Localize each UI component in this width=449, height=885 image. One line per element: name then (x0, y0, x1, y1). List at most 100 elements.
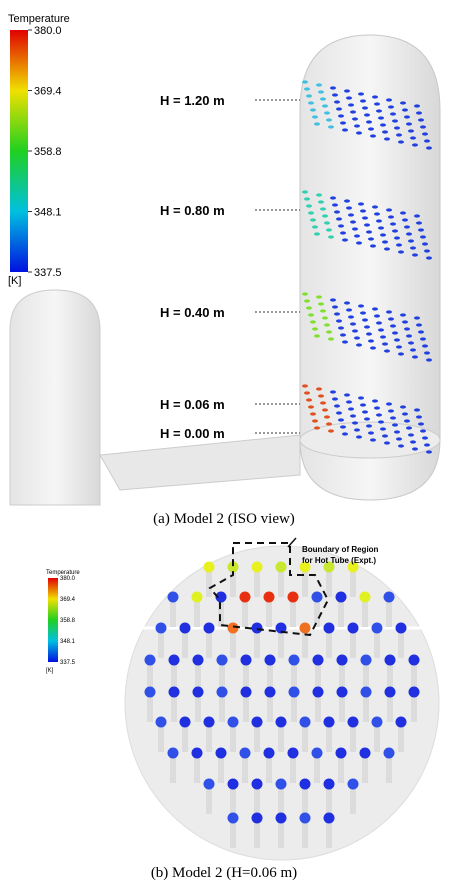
tube-dot (276, 813, 287, 824)
tube-dot (252, 779, 263, 790)
tube-dot (312, 225, 318, 228)
tube-dot (418, 228, 424, 231)
tube-dot (358, 396, 364, 399)
tube-dot (362, 410, 368, 413)
tube-dot (370, 346, 376, 349)
vessel (10, 35, 440, 505)
tube-dot (264, 748, 275, 759)
tube-dot (306, 306, 312, 309)
tube-dot (340, 333, 346, 336)
tube-dot (385, 655, 396, 666)
tube-dot (412, 447, 418, 450)
tube-dot (328, 429, 334, 432)
tube-dot (376, 413, 382, 416)
tube-dot (394, 338, 400, 341)
tube-dot (228, 813, 239, 824)
tube-dot (416, 415, 422, 418)
tube-dot (361, 687, 372, 698)
tube-dot (384, 349, 390, 352)
arrow (288, 538, 296, 547)
tube-dot (392, 423, 398, 426)
tube-dot (316, 295, 322, 298)
tube-dot (337, 655, 348, 666)
tube-dot (346, 206, 352, 209)
tube-dot (410, 348, 416, 351)
tube-dot (402, 320, 408, 323)
tube-dot (340, 121, 346, 124)
tube-dot (240, 748, 251, 759)
tube-dot (342, 128, 348, 131)
tube-dot (370, 134, 376, 137)
tube-dot (316, 193, 322, 196)
tube-dot (368, 339, 374, 342)
tube-dot (384, 247, 390, 250)
tube-dot (412, 253, 418, 256)
tube-dot (332, 93, 338, 96)
tube-dot (352, 421, 358, 424)
tube-dot (370, 244, 376, 247)
tube-dot (348, 717, 359, 728)
tube-dot (180, 717, 191, 728)
tube-dot (372, 307, 378, 310)
tick-label: 348.1 (60, 639, 76, 645)
tube-dot (340, 425, 346, 428)
tube-dot (324, 623, 335, 634)
tube-dot (374, 406, 380, 409)
tube-dot (360, 209, 366, 212)
tube-dot (324, 813, 335, 824)
tube-dot (409, 655, 420, 666)
tube-dot (348, 315, 354, 318)
tube-dot (380, 335, 386, 338)
tube-dot (360, 311, 366, 314)
tube-dot (344, 301, 350, 304)
tube-dot (300, 717, 311, 728)
tube-dot (300, 779, 311, 790)
tube-dot (416, 221, 422, 224)
tube-dot (320, 401, 326, 404)
tube-dot (372, 623, 383, 634)
tube-dot (426, 146, 432, 149)
tube-dot (352, 329, 358, 332)
tube-dot (289, 655, 300, 666)
tube-dot (372, 205, 378, 208)
tube-dot (314, 232, 320, 235)
tube-dot (394, 430, 400, 433)
tube-dot (217, 687, 228, 698)
tube-dot (304, 391, 310, 394)
tube-dot (426, 256, 432, 259)
colorbar-unit: [K] (8, 275, 21, 287)
tube-dot (348, 103, 354, 106)
tube-dot (390, 324, 396, 327)
height-label: H = 0.00 m (160, 426, 225, 441)
tube-dot (300, 813, 311, 824)
tube-dot (312, 327, 318, 330)
tube-dot (382, 240, 388, 243)
tube-dot (300, 623, 311, 634)
tube-dot (314, 426, 320, 429)
colorbar (10, 30, 28, 272)
tube-dot (386, 310, 392, 313)
tube-dot (156, 717, 167, 728)
tube-dot (390, 222, 396, 225)
tube-dot (326, 118, 332, 121)
tube-dot (228, 779, 239, 790)
tube-dot (316, 83, 322, 86)
colorbar-unit: [K] (46, 668, 54, 674)
tube-dot (302, 190, 308, 193)
tube-dot (334, 404, 340, 407)
tube-dot (360, 403, 366, 406)
tube-dot (344, 89, 350, 92)
tube-dot (332, 397, 338, 400)
colorbar-title: Temperature (8, 13, 70, 25)
colorbar-ticks: 380.0369.4358.8348.1337.5 (28, 25, 62, 279)
height-label: H = 0.80 m (160, 203, 225, 218)
tube-dot (424, 351, 430, 354)
tube-dot (338, 224, 344, 227)
tube-dot (304, 197, 310, 200)
tube-dot (378, 328, 384, 331)
tube-dot (390, 112, 396, 115)
tube-dot (168, 592, 179, 603)
tube-dot (348, 623, 359, 634)
tube-dot (416, 111, 422, 114)
tube-dot (308, 313, 314, 316)
